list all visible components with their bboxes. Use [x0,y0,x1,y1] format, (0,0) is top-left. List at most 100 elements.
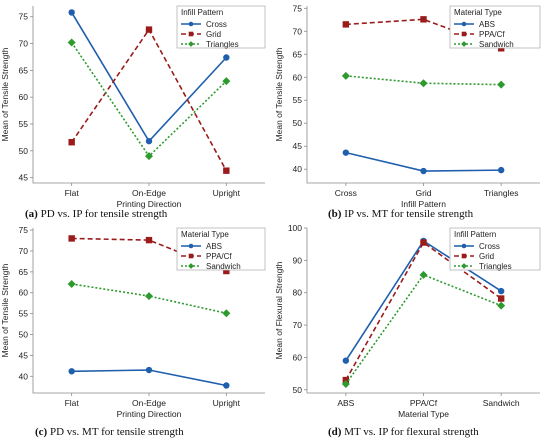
y-tick-label: 70 [19,39,29,49]
caption-label: (a) [25,208,38,220]
y-tick-label: 90 [293,255,303,265]
data-point [341,71,350,80]
y-tick-label: 55 [19,309,29,319]
axis-frame [306,6,540,184]
data-point [497,295,505,302]
data-point [67,38,76,47]
y-tick-label: 60 [293,72,303,82]
data-point [342,21,350,28]
data-point [461,243,467,249]
y-tick-label: 100 [288,223,302,233]
x-tick-label: Triangles [484,188,519,198]
x-tick-label: ABS [337,398,354,408]
y-tick-label: 65 [19,65,29,75]
data-point [342,149,350,156]
legend-label: ABS [206,242,222,251]
data-point [419,79,428,88]
axis-frame [306,228,540,394]
caption-label: (b) [328,208,342,220]
y-tick-label: 40 [19,371,29,381]
data-point [223,167,230,174]
caption-text: PD vs. IP for tensile strength [38,208,168,220]
y-tick-label: 60 [293,352,303,362]
caption-text: MT vs. IP for flexural strength [341,426,479,438]
y-axis-title: Mean of Tensile Strength [0,263,10,357]
data-point [188,21,194,27]
legend-label: Sandwich [479,40,514,49]
legend-title: Infill Pattern [181,8,223,17]
legend-box [449,5,541,49]
panel-caption: (c) PD vs. MT for tensile strength [35,426,184,438]
y-tick-label: 50 [19,330,29,340]
x-tick-label: PPA/Cf [410,398,438,408]
data-point [461,253,467,259]
series-line-sandwich [345,75,502,86]
y-tick-label: 65 [293,49,303,59]
x-axis-title: Material Type [398,409,449,419]
y-tick-label: 70 [19,246,29,256]
x-axis-title: Printing Direction [117,409,182,419]
legend-label: Triangles [206,40,239,49]
y-tick-label: 80 [293,288,303,298]
y-tick-label: 40 [293,164,303,174]
data-point [420,16,427,23]
x-tick-label: Upright [213,188,241,198]
x-tick-label: On-Edge [132,398,166,408]
x-tick-label: Sandwich [483,398,520,408]
data-point [341,379,350,388]
legend-label: PPA/Cf [206,252,232,261]
y-axis-title: Mean of Flexural Strength [274,261,284,359]
y-tick-label: 45 [19,173,29,183]
data-point [461,41,467,47]
chart-panel-c: 40 45 50 55 60 65 70 75 Flat On-Edge Upright Printi… [0,225,266,438]
legend-label: Sandwich [206,262,241,271]
data-point [223,267,230,275]
y-tick-label: 55 [293,95,303,105]
legend-box [449,227,541,271]
chart-panel-b: 40 45 50 55 60 65 70 75 Cross Grid Triangles Infill… [274,3,541,220]
y-tick-label: 75 [19,225,29,235]
legend-label: Triangles [479,262,512,271]
data-point [461,21,467,27]
data-point [497,166,505,174]
y-tick-label: 65 [19,267,29,277]
chart-panel-a: 45 50 55 60 65 70 75 Flat On-Edge Upright Printing… [0,5,266,220]
y-tick-label: 45 [19,350,29,360]
data-point [497,301,506,310]
data-point [67,279,76,288]
data-point [420,167,427,175]
legend-title: Material Type [454,8,502,17]
y-axis-title: Mean of Tensile Strength [274,47,284,141]
y-tick-label: 50 [293,118,303,128]
data-point [342,357,350,364]
legend-label: PPA/Cf [479,30,505,39]
data-point [461,31,467,37]
x-axis-title: Infill Pattern [401,199,446,209]
panel-caption: (d) MT vs. IP for flexural strength [328,426,479,438]
data-point [188,263,194,269]
y-tick-label: 45 [293,141,303,151]
y-tick-label: 50 [293,385,303,395]
data-point [222,309,231,318]
chart-panel-d: 50 60 70 80 90 100 ABS PPA/Cf Sandwich Material T… [274,223,541,438]
x-tick-label: Grid [415,188,431,198]
data-point [188,31,194,37]
x-axis-title: Printing Direction [117,199,182,209]
data-point [223,54,230,61]
legend-label: Grid [479,252,494,261]
caption-label: (c) [35,426,48,438]
x-tick-label: Flat [65,398,80,408]
data-point [145,366,153,374]
y-tick-label: 70 [293,26,303,36]
data-point [145,292,153,301]
caption-label: (d) [328,426,342,438]
data-point [145,137,153,145]
data-point [68,235,75,242]
caption-text: IP vs. MT for tensile strength [341,208,473,220]
y-axis-title: Mean of Tensile Strength [0,47,10,141]
data-point [145,26,153,33]
data-point [188,41,194,47]
